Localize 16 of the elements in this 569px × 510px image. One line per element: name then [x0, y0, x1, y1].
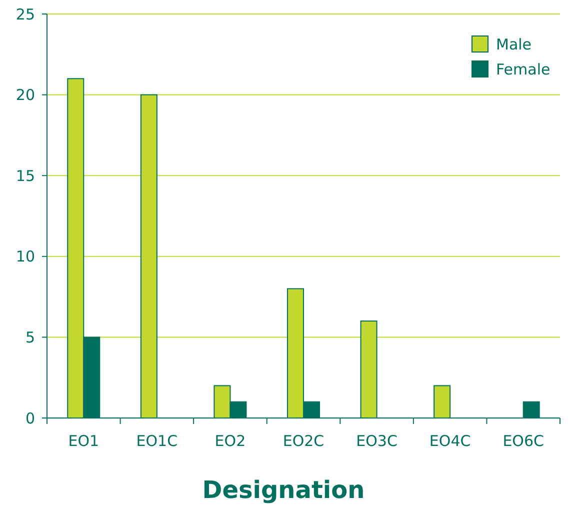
y-tick-label: 20: [16, 86, 35, 104]
y-tick-label: 25: [16, 5, 35, 24]
x-tick-label: EO6C: [502, 432, 544, 450]
legend-label: Female: [496, 60, 550, 78]
x-tick-label: EO1: [68, 432, 100, 450]
y-tick-label: 10: [16, 248, 35, 266]
x-axis-title: Designation: [202, 476, 365, 504]
y-tick-label: 0: [25, 409, 35, 428]
x-tick-label: EO2: [214, 432, 246, 450]
legend-label: Male: [496, 35, 532, 54]
x-tick-label: EO2C: [282, 432, 324, 450]
x-tick-label: EO4C: [429, 432, 471, 450]
x-tick-label: EO1C: [136, 432, 178, 450]
y-tick-label: 15: [16, 166, 35, 185]
y-tick-label: 5: [25, 328, 35, 346]
x-tick-label: EO3C: [356, 432, 398, 450]
